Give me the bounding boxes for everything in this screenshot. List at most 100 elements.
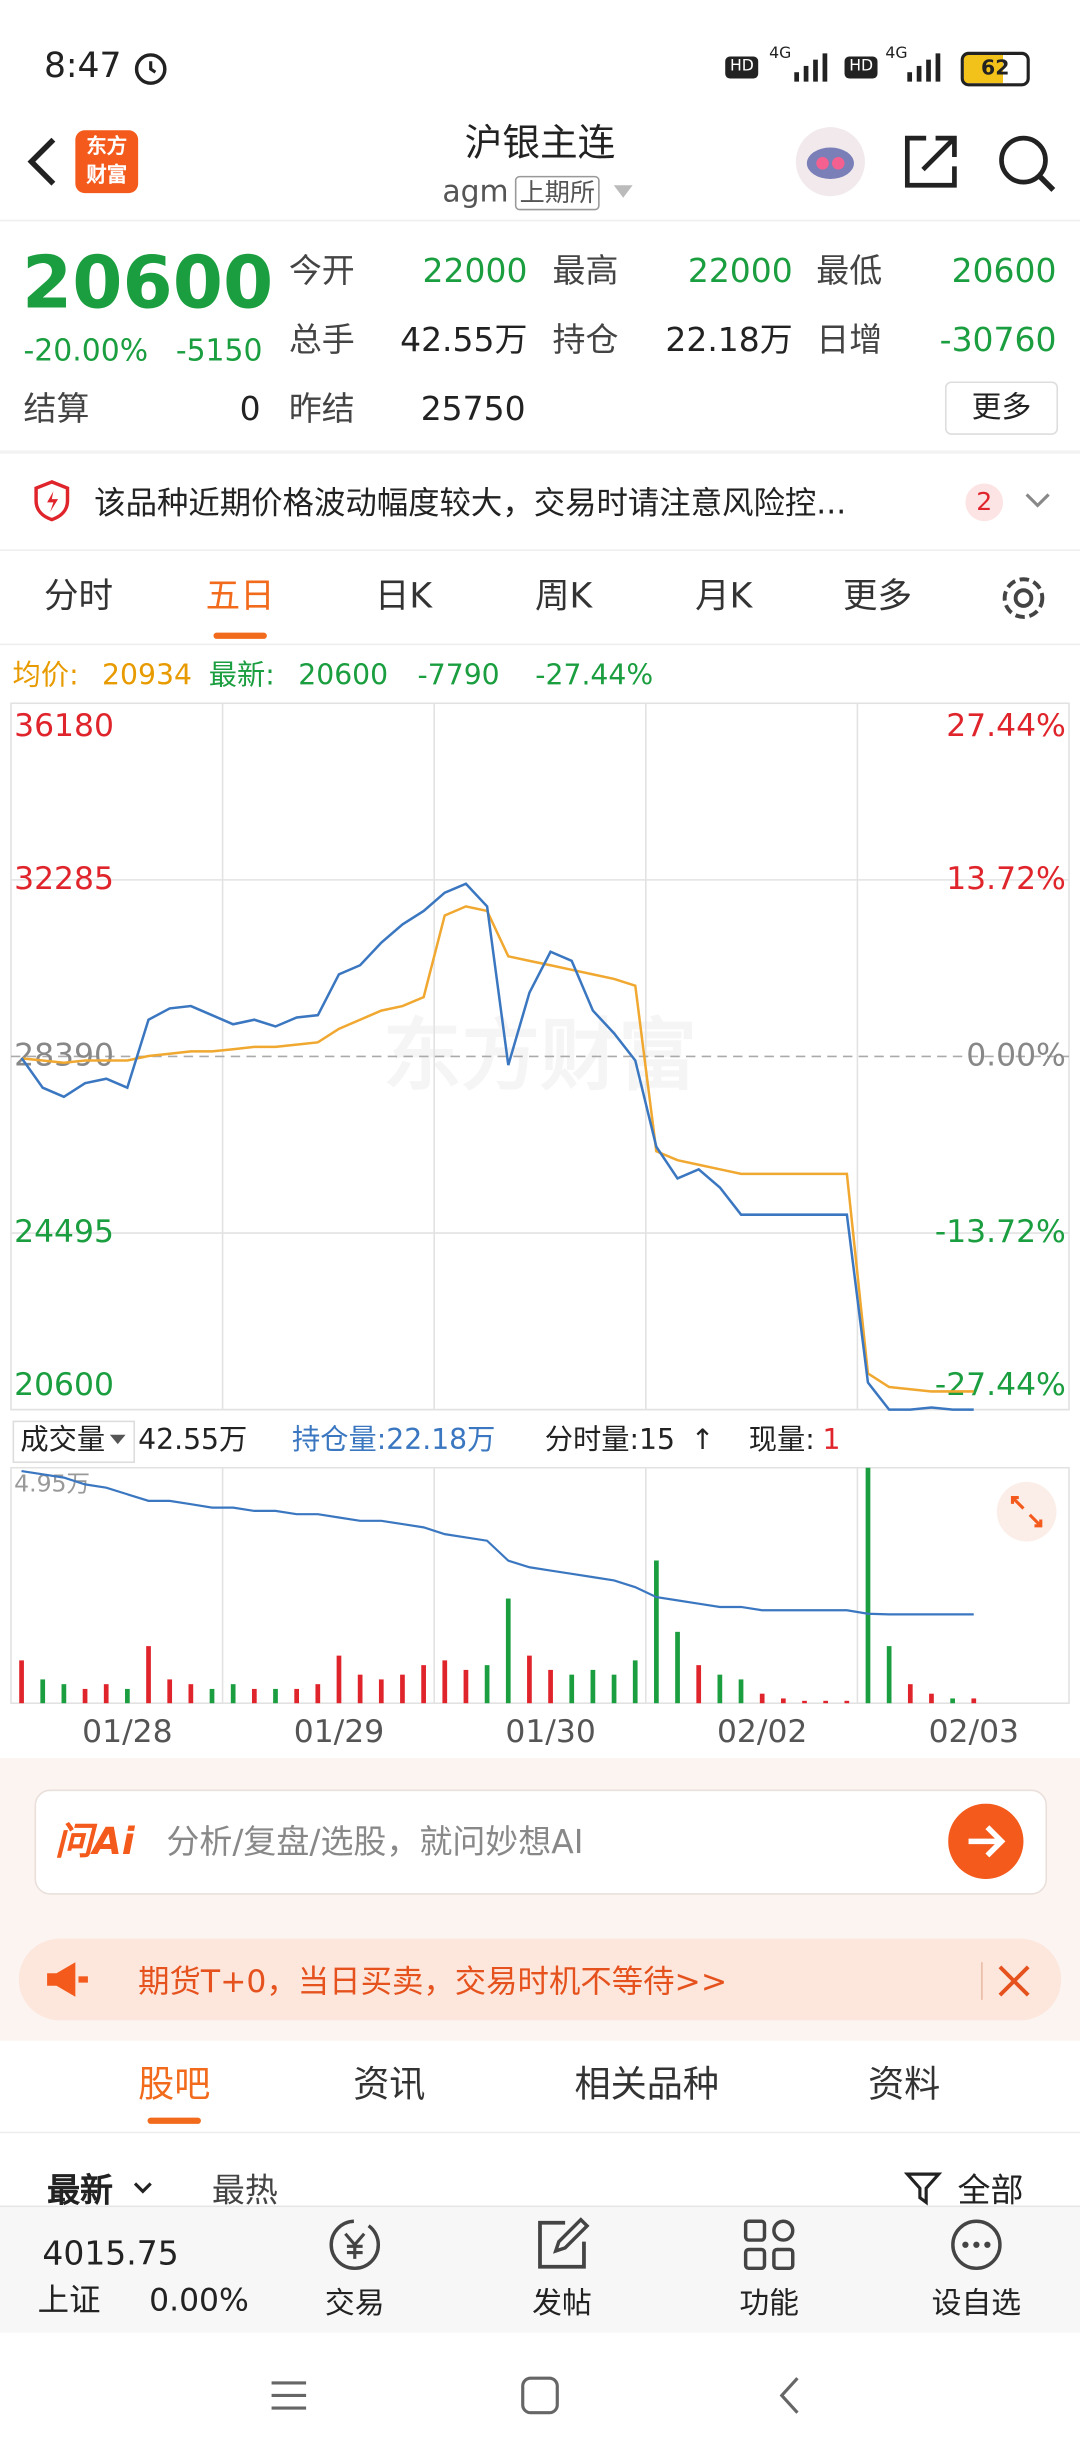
y2-tick-label: -27.44% bbox=[935, 1367, 1066, 1403]
clock: 8:47 bbox=[43, 47, 122, 87]
filter-label[interactable]: 全部 bbox=[957, 2171, 1024, 2210]
more-button[interactable] bbox=[944, 381, 1059, 435]
volume-bar bbox=[336, 1655, 342, 1704]
x-tick-label: 01/29 bbox=[294, 1714, 384, 1750]
promo-banner[interactable] bbox=[18, 1938, 1062, 2021]
field-label: 总手 bbox=[288, 321, 355, 359]
trade-icon[interactable] bbox=[327, 2217, 384, 2274]
network-label: 4G bbox=[885, 45, 908, 63]
filter-icon[interactable] bbox=[904, 2169, 945, 2207]
dropdown-arrow bbox=[109, 1434, 126, 1445]
average-line bbox=[21, 905, 974, 1393]
field-value: 22000 bbox=[422, 251, 528, 290]
risk-notice[interactable]: 该品种近期价格波动幅度较大，交易时请注意风险控... bbox=[94, 483, 847, 522]
back-key[interactable] bbox=[769, 2373, 813, 2417]
volume-bar bbox=[696, 1665, 702, 1704]
exchange-badge: 上期所 bbox=[514, 175, 600, 211]
chart-tab[interactable]: 日K bbox=[374, 577, 433, 617]
volume-bar bbox=[273, 1688, 278, 1704]
share-button[interactable] bbox=[901, 132, 961, 192]
volume-bar bbox=[442, 1660, 448, 1704]
divider bbox=[981, 1962, 983, 2000]
home-key[interactable] bbox=[518, 2373, 562, 2417]
latest-label: 最新: bbox=[208, 659, 275, 693]
volume-bar bbox=[125, 1688, 130, 1704]
search-button[interactable] bbox=[995, 132, 1058, 195]
volume-bar bbox=[823, 1700, 829, 1704]
y-tick-label: 32285 bbox=[14, 861, 114, 897]
field-label: 持仓 bbox=[552, 321, 619, 359]
field-value: 42.55万 bbox=[400, 321, 528, 359]
dropdown-arrow[interactable] bbox=[612, 182, 634, 201]
expand-notice[interactable] bbox=[1023, 490, 1051, 512]
volume-bar bbox=[82, 1688, 88, 1704]
menu-key[interactable] bbox=[267, 2373, 311, 2417]
chart-tab[interactable]: 分时 bbox=[43, 577, 114, 617]
volume-bar bbox=[759, 1693, 765, 1704]
index-name[interactable]: 上证 bbox=[37, 2280, 101, 2319]
community-tab[interactable]: 资料 bbox=[868, 2065, 941, 2106]
contract-code: agm bbox=[442, 175, 509, 210]
field-label: 最低 bbox=[816, 251, 883, 290]
change-amount: -5150 bbox=[175, 333, 263, 369]
chart-tab[interactable]: 周K bbox=[534, 577, 593, 617]
nav-label[interactable]: 交易 bbox=[324, 2286, 385, 2321]
volume-tick-label: 4.95万 bbox=[14, 1469, 90, 1497]
fullscreen-button[interactable] bbox=[996, 1481, 1057, 1542]
notice-badge: 2 bbox=[965, 483, 1004, 522]
promo-text[interactable]: 期货T+0，当日买卖，交易时机不等待>> bbox=[138, 1962, 728, 2000]
community-tab[interactable]: 资讯 bbox=[353, 2065, 426, 2106]
volume-bar bbox=[188, 1684, 194, 1704]
sort-option[interactable]: 最热 bbox=[211, 2171, 278, 2210]
community-tab[interactable]: 相关品种 bbox=[574, 2065, 719, 2106]
assistant-avatar[interactable] bbox=[794, 126, 866, 198]
field-value: 20600 bbox=[951, 251, 1057, 290]
volume-bar bbox=[357, 1674, 363, 1704]
sort-option[interactable]: 最新 bbox=[47, 2171, 114, 2210]
community-tab[interactable]: 股吧 bbox=[138, 2065, 211, 2106]
divider bbox=[0, 450, 1080, 454]
post-icon[interactable] bbox=[534, 2217, 591, 2274]
dropdown-arrow bbox=[133, 2182, 152, 2194]
volume-bar bbox=[907, 1684, 913, 1704]
network-label: 4G bbox=[769, 45, 792, 63]
nav-label[interactable]: 功能 bbox=[739, 2286, 800, 2321]
indicator-selector[interactable] bbox=[12, 1420, 135, 1464]
chart-tab[interactable]: 月K bbox=[695, 577, 753, 617]
promo-icon bbox=[47, 1962, 88, 1997]
chart-tab[interactable]: 五日 bbox=[205, 577, 275, 617]
field-label: 日增 bbox=[816, 321, 883, 359]
index-change[interactable]: 0.00% bbox=[149, 2280, 249, 2319]
volume-bar bbox=[802, 1700, 807, 1704]
tab-indicator bbox=[213, 632, 267, 639]
nav-label[interactable]: 发帖 bbox=[532, 2286, 592, 2321]
settings-button[interactable] bbox=[995, 570, 1052, 627]
back-button[interactable] bbox=[19, 133, 66, 190]
last-volume: 1 bbox=[822, 1423, 841, 1457]
x-tick-label: 01/30 bbox=[505, 1714, 595, 1750]
more-label[interactable]: 更多 bbox=[971, 390, 1032, 425]
volume-bar bbox=[929, 1693, 934, 1704]
nav-label[interactable]: 设自选 bbox=[931, 2286, 1022, 2321]
ai-submit[interactable] bbox=[948, 1803, 1024, 1880]
latest-change: -7790 bbox=[417, 659, 500, 693]
watchlist-icon[interactable] bbox=[948, 2217, 1005, 2274]
volume-bar bbox=[421, 1665, 426, 1704]
ai-search-bar[interactable] bbox=[34, 1789, 1048, 1895]
close-promo[interactable] bbox=[995, 1962, 1033, 2000]
field-value: 0 bbox=[239, 390, 261, 428]
field-label: 结算 bbox=[23, 390, 90, 428]
ai-placeholder[interactable]: 分析/复盘/选股，就问妙想AI bbox=[166, 1823, 584, 1861]
volume-bar bbox=[40, 1679, 46, 1704]
volume-frame bbox=[10, 1466, 1070, 1704]
volume-bar bbox=[400, 1674, 405, 1704]
chart-tab[interactable]: 更多 bbox=[842, 577, 913, 617]
indicator-name[interactable]: 成交量 bbox=[20, 1423, 106, 1457]
volume-bar bbox=[738, 1679, 744, 1704]
hd-badge: HD bbox=[844, 56, 878, 79]
index-value[interactable]: 4015.75 bbox=[42, 2234, 179, 2273]
function-icon[interactable] bbox=[741, 2217, 798, 2274]
volume-bar bbox=[632, 1660, 638, 1704]
